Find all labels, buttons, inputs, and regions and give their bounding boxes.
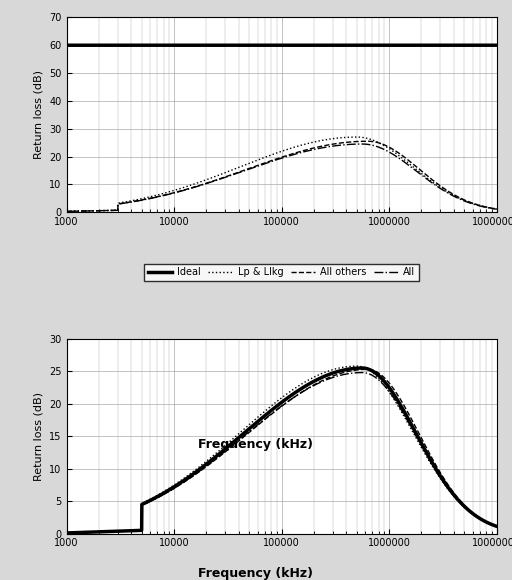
Y-axis label: Return loss (dB): Return loss (dB) <box>34 70 44 160</box>
Legend: Ideal, Lp & Llkg, All others, All: Ideal, Lp & Llkg, All others, All <box>144 263 419 281</box>
Y-axis label: Return loss (dB): Return loss (dB) <box>34 392 44 481</box>
Text: Frequency (kHz): Frequency (kHz) <box>199 438 313 451</box>
Text: Frequency (kHz): Frequency (kHz) <box>199 567 313 580</box>
